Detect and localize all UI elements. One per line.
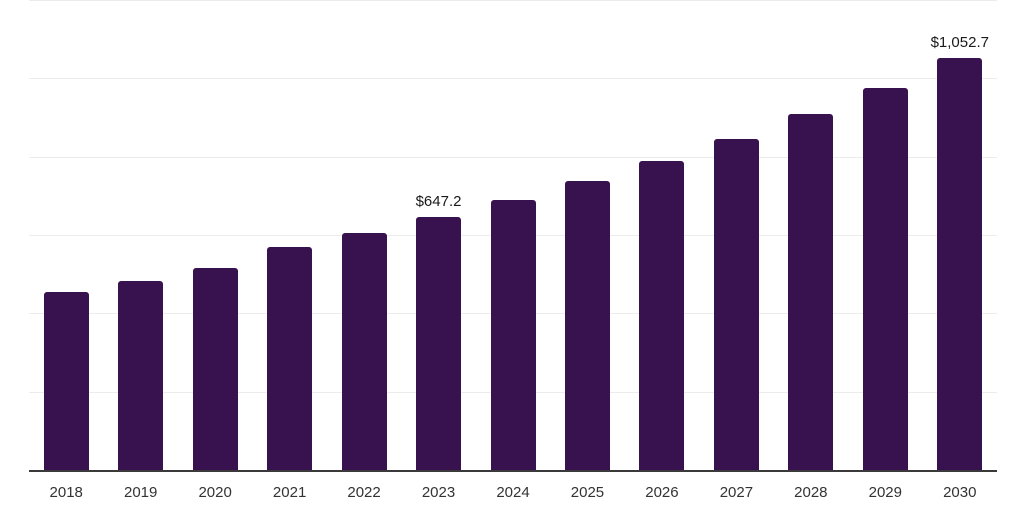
gridline-1000 bbox=[29, 78, 997, 80]
bar-2022 bbox=[341, 233, 387, 470]
x-axis-label-2018: 2018 bbox=[49, 484, 83, 501]
bar-2030 bbox=[937, 57, 983, 470]
x-axis-label-2026: 2026 bbox=[645, 484, 679, 501]
bar-2021 bbox=[267, 247, 313, 470]
bar-2025 bbox=[564, 180, 610, 470]
x-axis-label-2029: 2029 bbox=[868, 484, 902, 501]
gridline-800 bbox=[29, 156, 997, 158]
x-axis-label-2020: 2020 bbox=[198, 484, 232, 501]
x-axis-label-2019: 2019 bbox=[124, 484, 158, 501]
bar-2026 bbox=[639, 160, 685, 470]
bar-2019 bbox=[118, 280, 164, 470]
plot-area: $647.2 $1,052.7 bbox=[29, 0, 997, 472]
bar-2027 bbox=[713, 139, 759, 470]
bar-2028 bbox=[788, 113, 834, 470]
bar-2024 bbox=[490, 199, 536, 470]
x-axis-label-2022: 2022 bbox=[347, 484, 381, 501]
bar-2023 bbox=[416, 216, 462, 470]
x-axis-label-2021: 2021 bbox=[272, 484, 307, 501]
x-axis-label-2028: 2028 bbox=[794, 484, 828, 501]
bar-2020 bbox=[192, 267, 238, 470]
value-label-2030: $1,052.7 bbox=[930, 33, 989, 51]
bar-2029 bbox=[862, 88, 908, 470]
x-axis-label-2027: 2027 bbox=[719, 484, 754, 501]
x-axis-label-2025: 2025 bbox=[570, 484, 605, 501]
gridline-1200 bbox=[29, 0, 997, 1]
value-label-2023: $647.2 bbox=[415, 192, 462, 210]
x-axis-label-2024: 2024 bbox=[496, 484, 530, 501]
x-axis-label-2023: 2023 bbox=[421, 484, 456, 501]
x-axis-label-2030: 2030 bbox=[943, 484, 977, 501]
bar-2018 bbox=[43, 291, 89, 470]
